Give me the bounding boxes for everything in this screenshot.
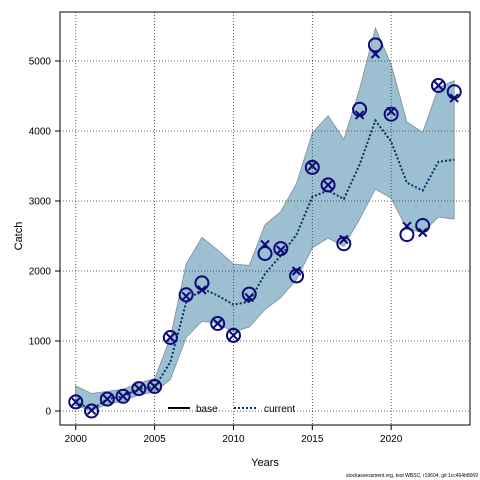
axes: 2000 2005 2010 2015 2020 0 1000 2000 3000 4000 500… [29, 57, 403, 446]
circle-point-2021 [399, 227, 415, 243]
grid [60, 12, 470, 425]
cross-point-2011 [244, 292, 254, 303]
circle-point-2001 [84, 403, 100, 419]
cross-point-2022 [417, 227, 428, 238]
circle-point-2019 [367, 37, 383, 53]
cross-point-2021 [402, 221, 412, 231]
cross-point-2019 [370, 49, 381, 59]
band-area [75, 26, 455, 412]
circle-point-2015 [304, 159, 320, 175]
x-tick-label-2010: 2010 [222, 434, 245, 445]
x-tick-label-2005: 2005 [143, 434, 166, 445]
plot-frame [59, 11, 471, 426]
x-tick-label-2020: 2020 [380, 434, 403, 445]
cross-point-2014 [291, 266, 302, 276]
cross-point-2005 [149, 381, 160, 392]
cross-point-2013 [276, 245, 286, 255]
cross-point-2001 [86, 405, 97, 416]
legend-base-label: base [196, 404, 218, 415]
circle-point-2006 [162, 330, 178, 345]
circle-point-2012 [257, 246, 273, 261]
cross-point-2003 [118, 391, 128, 402]
legend-current-label: current [264, 404, 295, 415]
circle-point-2007 [178, 287, 194, 303]
circle-point-2004 [131, 381, 147, 397]
circle-point-2013 [273, 241, 289, 257]
y-axis-title: Catch [13, 222, 25, 251]
circle-point-2011 [241, 286, 257, 302]
y-tick-label-3000: 3000 [29, 197, 52, 208]
circle-point-2016 [320, 177, 336, 193]
y-tick-label-1000: 1000 [29, 337, 52, 348]
cross-point-2020 [386, 106, 396, 117]
cross-point-2004 [134, 383, 144, 394]
cross-point-2012 [260, 239, 270, 250]
circle-point-2017 [336, 236, 352, 252]
x-axis-title: Years [251, 457, 279, 469]
cross-point-2015 [307, 161, 318, 171]
circle-point-2005 [147, 379, 163, 394]
circle-point-2003 [115, 388, 131, 404]
cross-point-2006 [165, 332, 176, 343]
cross-point-2008 [197, 285, 207, 295]
y-tick-label-5000: 5000 [29, 57, 52, 68]
cross-point-2009 [212, 318, 223, 329]
circle-point-2002 [99, 391, 115, 407]
observation-markers [68, 37, 462, 419]
circle-point-2010 [225, 327, 241, 343]
y-tick-label-2000: 2000 [29, 267, 52, 278]
cross-point-2017 [339, 234, 349, 245]
cross-point-2010 [228, 330, 239, 341]
cross-point-2023 [433, 80, 444, 91]
cross-point-2024 [449, 93, 459, 103]
legend: base current [168, 404, 295, 415]
cross-point-2018 [354, 110, 365, 120]
x-tick-label-2015: 2015 [301, 434, 324, 445]
current-series-line [75, 118, 455, 411]
y-tick-label-0: 0 [45, 407, 51, 418]
x-tick-label-2000: 2000 [65, 434, 88, 445]
cross-point-2000 [71, 397, 81, 407]
current-line [75, 118, 455, 411]
confidence-band [75, 26, 455, 412]
circle-point-2000 [68, 394, 84, 410]
circle-point-2023 [430, 78, 446, 93]
cross-point-2002 [102, 394, 113, 404]
circle-point-2020 [383, 106, 399, 122]
circle-point-2009 [210, 316, 226, 331]
y-tick-label-4000: 4000 [29, 127, 52, 138]
circle-point-2014 [289, 268, 305, 284]
cross-point-2016 [323, 180, 333, 190]
cross-point-2007 [181, 291, 191, 301]
footer-credit: stockassessment.org, test WBSC, r19604, … [346, 473, 478, 479]
